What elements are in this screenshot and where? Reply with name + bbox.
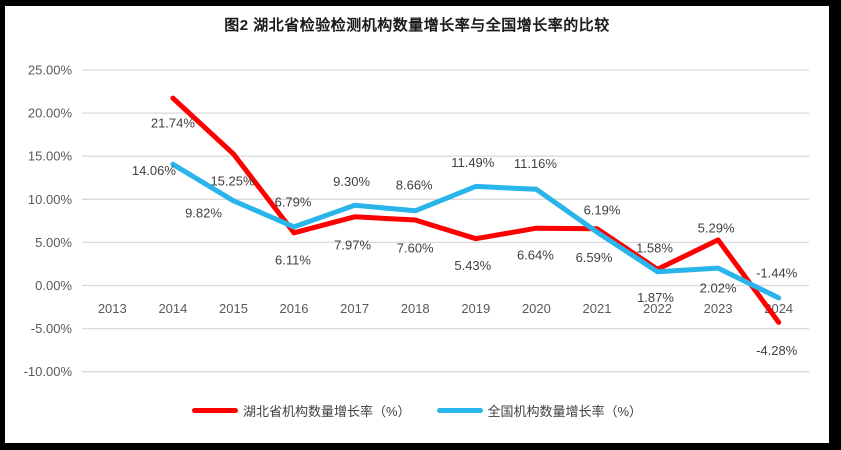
data-label-hubei: 7.97% bbox=[334, 237, 371, 252]
chart-legend: 湖北省机构数量增长率（%） 全国机构数量增长率（%） bbox=[5, 401, 829, 420]
data-label-national: 8.66% bbox=[396, 177, 433, 192]
data-label-national: 9.30% bbox=[333, 174, 370, 189]
data-label-national: 1.58% bbox=[636, 240, 673, 255]
data-label-hubei: -4.28% bbox=[756, 343, 798, 358]
data-label-national: 6.19% bbox=[584, 203, 621, 218]
chart-canvas bbox=[5, 6, 829, 443]
legend-item-hubei: 湖北省机构数量增长率（%） bbox=[191, 401, 411, 420]
legend-item-national: 全国机构数量增长率（%） bbox=[436, 401, 643, 420]
x-axis-label: 2017 bbox=[340, 301, 369, 316]
data-label-national: 11.16% bbox=[514, 156, 558, 171]
x-axis-label: 2020 bbox=[522, 301, 551, 316]
x-axis-label: 2023 bbox=[704, 301, 733, 316]
x-axis-label: 2022 bbox=[643, 301, 672, 316]
y-axis-tick-label: 5.00% bbox=[35, 235, 72, 250]
y-axis-tick-label: 0.00% bbox=[35, 278, 72, 293]
y-axis-tick-label: -5.00% bbox=[31, 321, 73, 336]
x-axis-label: 2013 bbox=[98, 301, 127, 316]
data-label-hubei: 5.29% bbox=[698, 220, 735, 235]
x-axis-label: 2021 bbox=[583, 301, 612, 316]
data-label-hubei: 7.60% bbox=[397, 241, 434, 256]
y-axis-tick-label: -10.00% bbox=[24, 364, 73, 379]
series-line-hubei bbox=[170, 95, 782, 325]
x-axis-label: 2018 bbox=[401, 301, 430, 316]
data-label-national: 9.82% bbox=[185, 205, 222, 220]
legend-marker-hubei bbox=[191, 408, 238, 413]
legend-marker-national bbox=[436, 408, 483, 413]
data-label-national: 6.79% bbox=[275, 194, 312, 209]
data-label-national: 11.49% bbox=[451, 155, 495, 170]
data-label-hubei: 15.25% bbox=[210, 174, 255, 189]
data-label-hubei: 6.59% bbox=[576, 250, 613, 265]
data-label-national: 2.02% bbox=[700, 281, 737, 296]
legend-label-national: 全国机构数量增长率（%） bbox=[487, 404, 643, 419]
y-axis-tick-label: 25.00% bbox=[28, 63, 73, 78]
data-label-hubei: 6.11% bbox=[275, 252, 311, 267]
y-axis-tick-label: 10.00% bbox=[28, 192, 73, 207]
y-axis-tick-label: 20.00% bbox=[28, 106, 73, 121]
x-axis-label: 2019 bbox=[461, 301, 490, 316]
x-axis-label: 2016 bbox=[280, 301, 309, 316]
chart-title: 图2 湖北省检验检测机构数量增长率与全国增长率的比较 bbox=[224, 17, 610, 34]
data-label-hubei: 21.74% bbox=[151, 116, 196, 131]
data-label-hubei: 5.43% bbox=[454, 258, 491, 273]
y-axis-tick-label: 15.00% bbox=[28, 149, 73, 164]
series-line-national bbox=[170, 161, 782, 301]
data-label-hubei: 1.87% bbox=[637, 290, 674, 305]
data-label-national: -1.44% bbox=[756, 265, 798, 280]
legend-label-hubei: 湖北省机构数量增长率（%） bbox=[242, 404, 411, 419]
data-label-national: 14.06% bbox=[132, 163, 177, 178]
x-axis-label: 2015 bbox=[219, 301, 248, 316]
x-axis-label: 2014 bbox=[158, 301, 187, 316]
data-label-hubei: 6.64% bbox=[517, 248, 554, 263]
